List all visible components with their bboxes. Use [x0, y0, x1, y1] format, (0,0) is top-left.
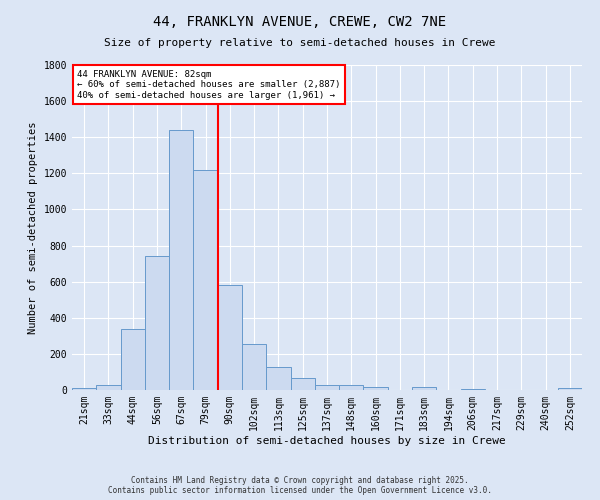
- X-axis label: Distribution of semi-detached houses by size in Crewe: Distribution of semi-detached houses by …: [148, 436, 506, 446]
- Bar: [364, 388, 388, 390]
- Bar: [266, 368, 290, 390]
- Bar: [193, 170, 218, 390]
- Y-axis label: Number of semi-detached properties: Number of semi-detached properties: [28, 121, 38, 334]
- Bar: [96, 386, 121, 390]
- Text: 44, FRANKLYN AVENUE, CREWE, CW2 7NE: 44, FRANKLYN AVENUE, CREWE, CW2 7NE: [154, 15, 446, 29]
- Text: Contains HM Land Registry data © Crown copyright and database right 2025.
Contai: Contains HM Land Registry data © Crown c…: [108, 476, 492, 495]
- Bar: [145, 256, 169, 390]
- Bar: [242, 344, 266, 390]
- Bar: [72, 388, 96, 390]
- Bar: [169, 130, 193, 390]
- Text: 44 FRANKLYN AVENUE: 82sqm
← 60% of semi-detached houses are smaller (2,887)
40% : 44 FRANKLYN AVENUE: 82sqm ← 60% of semi-…: [77, 70, 340, 100]
- Bar: [412, 388, 436, 390]
- Bar: [290, 378, 315, 390]
- Bar: [339, 386, 364, 390]
- Bar: [315, 384, 339, 390]
- Bar: [461, 389, 485, 390]
- Bar: [558, 388, 582, 390]
- Bar: [121, 328, 145, 390]
- Bar: [218, 286, 242, 390]
- Text: Size of property relative to semi-detached houses in Crewe: Size of property relative to semi-detach…: [104, 38, 496, 48]
